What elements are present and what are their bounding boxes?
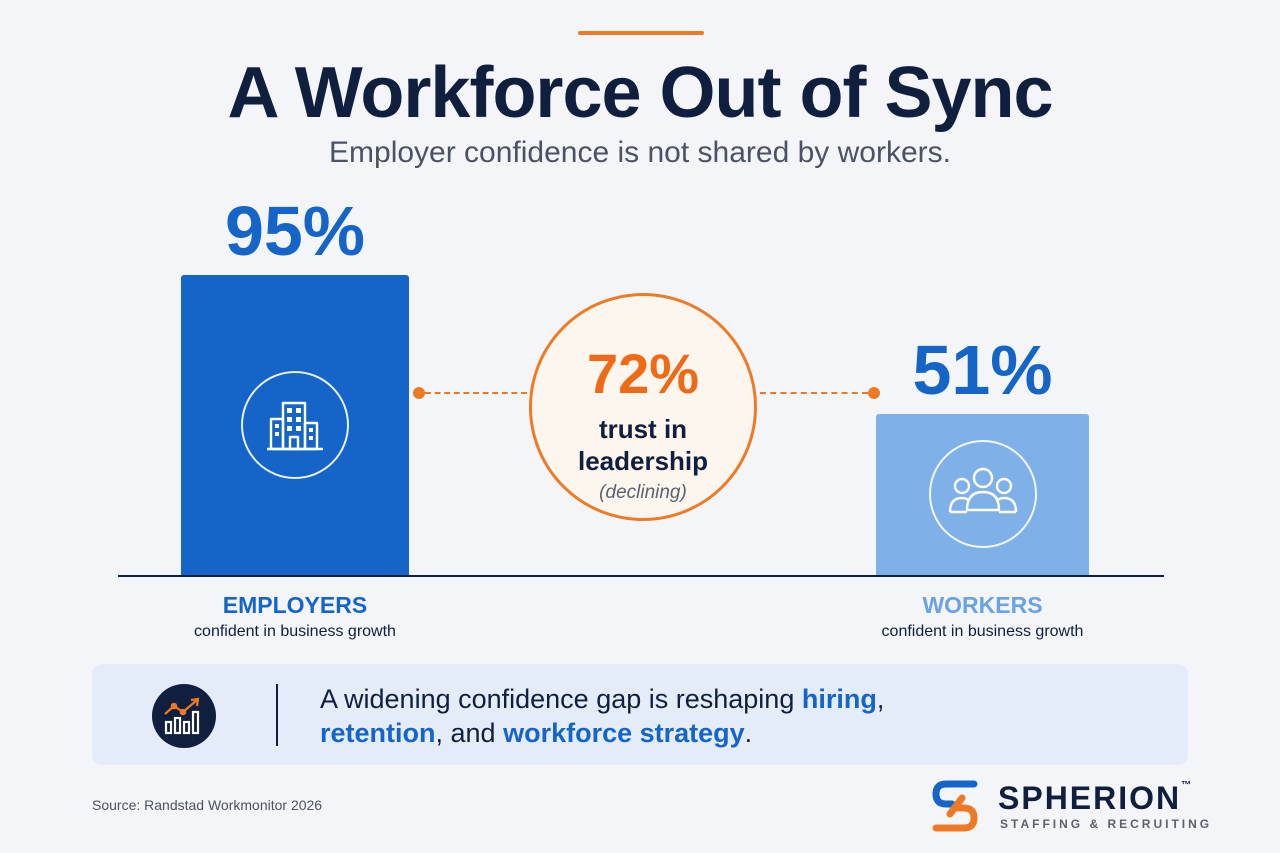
callout-highlight-retention: retention (320, 718, 436, 748)
insight-callout: A widening confidence gap is reshaping h… (92, 664, 1188, 765)
trust-label-line2: leadership (577, 446, 709, 476)
buildings-icon (267, 401, 323, 451)
brand-name-text: SPHERION (998, 780, 1182, 816)
employers-bar (181, 275, 409, 575)
brand-name: SPHERION™ (998, 780, 1191, 817)
spherion-logo-icon (932, 780, 978, 832)
callout-text: A widening confidence gap is reshaping h… (320, 682, 1140, 750)
workers-value-label: 51% (912, 330, 1053, 409)
callout-highlight-hiring: hiring (801, 684, 877, 714)
workers-icon-circle (928, 440, 1037, 549)
chart-baseline (118, 575, 1164, 577)
rising-chart-icon (164, 697, 200, 735)
callout-text-part: . (744, 718, 753, 748)
page-title: A Workforce Out of Sync (227, 53, 1053, 133)
workers-category-label: WORKERS (922, 592, 1043, 618)
callout-icon-circle (152, 684, 216, 748)
source-note: Source: Randstad Workmonitor 2026 (92, 797, 323, 813)
title-accent-line (578, 31, 704, 35)
connector-line-right (760, 392, 868, 394)
employers-icon-circle (241, 371, 349, 479)
connector-dot-right (868, 387, 880, 399)
brand-tagline: STAFFING & RECRUITING (1000, 817, 1213, 831)
callout-text-part: , (876, 684, 885, 714)
trust-note: (declining) (599, 482, 687, 503)
page-subtitle: Employer confidence is not shared by wor… (329, 136, 951, 169)
callout-text-part: A widening confidence gap is reshaping (320, 684, 802, 714)
workers-bar (876, 413, 1089, 575)
brand-trademark: ™ (1181, 780, 1192, 791)
callout-text-part: , and (435, 718, 504, 748)
trust-annotation-circle: 72% trust in leadership (declining) (529, 293, 757, 521)
connector-dot-left (413, 387, 425, 399)
employers-value-label: 95% (224, 192, 366, 270)
people-group-icon (948, 468, 1017, 514)
employers-category-sublabel: confident in business growth (194, 623, 396, 640)
callout-highlight-strategy: workforce strategy (503, 718, 745, 748)
connector-line-left (425, 392, 527, 394)
trust-value: 72% (586, 342, 700, 405)
trust-label-line1: trust in (598, 414, 688, 444)
employers-category-label: EMPLOYERS (222, 592, 368, 618)
workers-category-sublabel: confident in business growth (881, 623, 1084, 640)
callout-divider (276, 684, 278, 746)
